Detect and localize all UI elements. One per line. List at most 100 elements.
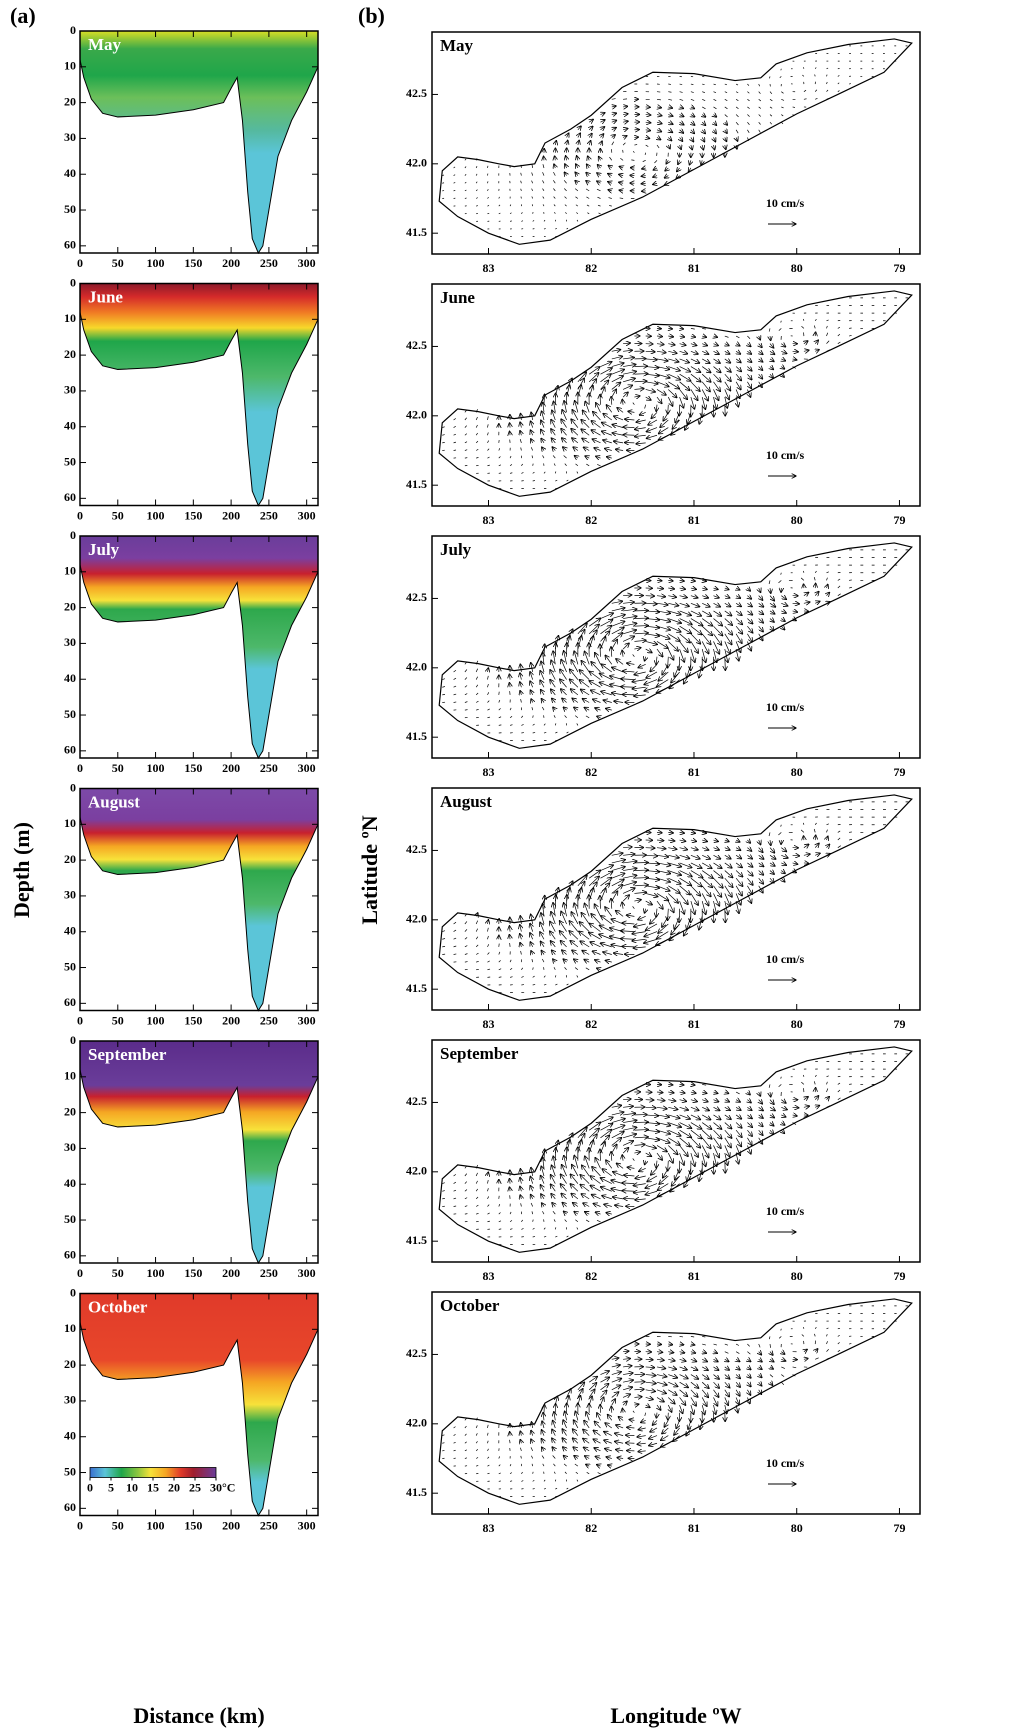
y-axis-label: Latitude ºN	[357, 815, 382, 924]
x-tick-label: 81	[688, 261, 700, 275]
y-tick-label: 60	[64, 995, 76, 1009]
current-vectors	[442, 1305, 908, 1498]
plot-frame	[79, 282, 319, 507]
colorbar-tick-label: 15	[147, 1480, 159, 1494]
x-tick-label: 150	[184, 508, 202, 522]
plot-frame	[431, 787, 921, 1011]
x-tick-label: 250	[260, 256, 278, 270]
x-tick-label: 81	[688, 765, 700, 779]
panel-title: September	[440, 1044, 519, 1063]
y-tick-label: 10	[64, 59, 76, 73]
panel-title: June	[440, 288, 475, 307]
panel-title: June	[88, 287, 123, 306]
plot-frame	[431, 1039, 921, 1263]
x-tick-label: 82	[585, 513, 597, 527]
y-tick-label: 40	[64, 166, 76, 180]
x-tick-label: 300	[298, 761, 316, 775]
plot-frame	[79, 535, 319, 759]
temperature-section	[79, 788, 319, 1012]
panel-title: August	[88, 792, 140, 811]
x-tick-label: 100	[147, 508, 165, 522]
x-tick-label: 0	[77, 1518, 83, 1532]
x-tick-label: 81	[688, 513, 700, 527]
temperature-section	[79, 535, 319, 760]
y-tick-label: 42.0	[406, 912, 427, 926]
plot-frame	[431, 283, 921, 507]
lake-outline	[438, 290, 913, 497]
x-tick-label: 200	[222, 761, 240, 775]
x-tick-label: 80	[791, 1017, 803, 1031]
x-tick-label: 50	[112, 761, 124, 775]
y-tick-label: 20	[64, 1104, 76, 1118]
temperature-section	[79, 1293, 319, 1517]
y-tick-label: 42.5	[406, 86, 427, 100]
x-tick-label: 250	[260, 1266, 278, 1280]
y-tick-label: 30	[64, 1140, 76, 1154]
y-tick-label: 10	[64, 311, 76, 325]
x-tick-label: 82	[585, 1269, 597, 1283]
y-tick-label: 30	[64, 383, 76, 397]
temperature-section	[79, 1040, 319, 1265]
panel-title: July	[88, 540, 120, 559]
panel-label: (b)	[358, 3, 385, 28]
x-tick-label: 79	[893, 1269, 905, 1283]
y-tick-label: 30	[64, 888, 76, 902]
x-tick-label: 100	[147, 1518, 165, 1532]
x-axis-label: Longitude ºW	[610, 1703, 741, 1728]
y-tick-label: 41.5	[406, 1485, 427, 1499]
plot-frame	[431, 1291, 921, 1515]
x-tick-label: 83	[483, 1017, 495, 1031]
x-tick-label: 100	[147, 1013, 165, 1027]
x-tick-label: 250	[260, 1013, 278, 1027]
y-tick-label: 41.5	[406, 477, 427, 491]
x-tick-label: 81	[688, 1017, 700, 1031]
y-tick-label: 42.5	[406, 842, 427, 856]
x-tick-label: 79	[893, 513, 905, 527]
x-tick-label: 100	[147, 761, 165, 775]
x-tick-label: 50	[112, 508, 124, 522]
x-tick-label: 0	[77, 761, 83, 775]
y-tick-label: 41.5	[406, 981, 427, 995]
y-tick-label: 42.0	[406, 1164, 427, 1178]
x-tick-label: 250	[260, 1518, 278, 1532]
y-tick-label: 10	[64, 816, 76, 830]
y-tick-label: 50	[64, 202, 76, 216]
panel-title: July	[440, 540, 472, 559]
colorbar-tick-label: 20	[168, 1480, 180, 1494]
x-tick-label: 300	[298, 256, 316, 270]
lake-outline	[438, 38, 913, 245]
colorbar	[89, 1467, 217, 1478]
y-tick-label: 40	[64, 418, 76, 432]
panel-title: September	[88, 1045, 167, 1064]
current-vectors	[442, 45, 908, 238]
scale-label: 10 cm/s	[766, 196, 805, 210]
x-tick-label: 150	[184, 1518, 202, 1532]
x-tick-label: 80	[791, 1269, 803, 1283]
y-tick-label: 60	[64, 743, 76, 757]
x-axis-label: Distance (km)	[133, 1703, 264, 1728]
y-tick-label: 0	[70, 1285, 76, 1299]
x-tick-label: 80	[791, 765, 803, 779]
plot-frame	[431, 31, 921, 255]
y-tick-label: 60	[64, 490, 76, 504]
y-tick-label: 20	[64, 599, 76, 613]
x-tick-label: 200	[222, 1266, 240, 1280]
panel-title: October	[440, 1296, 500, 1315]
y-tick-label: 20	[64, 1357, 76, 1371]
y-tick-label: 30	[64, 130, 76, 144]
x-tick-label: 0	[77, 508, 83, 522]
x-tick-label: 100	[147, 256, 165, 270]
x-tick-label: 150	[184, 256, 202, 270]
x-tick-label: 79	[893, 1017, 905, 1031]
scale-label: 10 cm/s	[766, 952, 805, 966]
y-tick-label: 42.0	[406, 408, 427, 422]
x-tick-label: 250	[260, 761, 278, 775]
colorbar-tick-label: 30	[210, 1480, 222, 1494]
y-tick-label: 0	[70, 528, 76, 542]
y-tick-label: 40	[64, 671, 76, 685]
y-tick-label: 42.0	[406, 156, 427, 170]
y-tick-label: 60	[64, 1500, 76, 1514]
y-tick-label: 0	[70, 1033, 76, 1047]
y-tick-label: 50	[64, 1212, 76, 1226]
colorbar-unit: °C	[222, 1480, 235, 1494]
